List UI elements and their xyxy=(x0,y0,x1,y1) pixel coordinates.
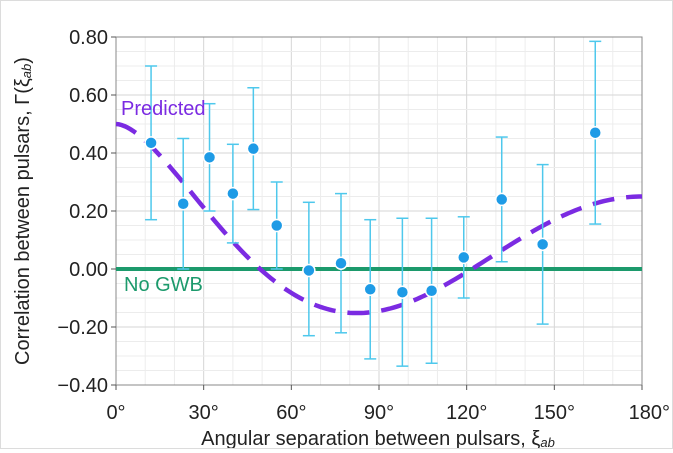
legend-no-gwb-label: No GWB xyxy=(124,274,203,296)
data-point xyxy=(202,150,217,165)
x-tick-label: 90° xyxy=(364,402,394,424)
x-tick-label: 180° xyxy=(629,402,670,424)
series-labels: Predicted No GWB xyxy=(121,98,206,296)
data-point xyxy=(302,263,316,278)
y-tick-label: 0.40 xyxy=(69,143,108,165)
data-point xyxy=(395,285,410,299)
series-predicted-curve xyxy=(115,121,643,316)
series-group xyxy=(115,40,643,367)
data-point xyxy=(588,125,602,140)
y-tick-label: −0.40 xyxy=(57,375,108,397)
y-axis-title-main: Correlation between pulsars, Γ(ξ xyxy=(12,78,34,365)
x-axis: 0° 30° 60° 90° 120° 150° 180° xyxy=(106,385,670,424)
data-point xyxy=(144,136,158,150)
data-point xyxy=(363,282,377,297)
x-tick-label: 0° xyxy=(106,402,125,424)
data-point xyxy=(334,256,348,270)
y-tick-label: 0.20 xyxy=(69,201,108,223)
x-axis-title-sub: ab xyxy=(540,435,554,448)
y-axis-title: Correlation between pulsars, Γ(ξab) xyxy=(12,57,34,365)
data-point xyxy=(456,250,471,265)
y-tick-label: −0.20 xyxy=(57,317,108,339)
data-point xyxy=(535,237,550,252)
data-point xyxy=(246,141,261,156)
x-axis-title: Angular separation between pulsars, ξab xyxy=(201,428,555,448)
data-point xyxy=(269,218,284,233)
y-tick-label: 0.80 xyxy=(69,27,108,49)
legend-predicted-label: Predicted xyxy=(121,98,206,120)
x-tick-label: 60° xyxy=(276,402,306,424)
y-axis: −0.40 −0.20 0.00 0.20 0.40 0.60 0.80 xyxy=(57,27,116,397)
data-point xyxy=(494,192,509,207)
x-axis-title-main: Angular separation between pulsars, ξ xyxy=(201,428,540,448)
data-point xyxy=(176,197,190,211)
x-tick-label: 150° xyxy=(534,402,575,424)
y-axis-title-suffix: ) xyxy=(12,57,34,64)
x-tick-label: 120° xyxy=(446,402,487,424)
data-point xyxy=(226,186,240,201)
y-tick-label: 0.60 xyxy=(69,85,108,107)
data-point xyxy=(424,284,439,298)
y-axis-title-sub: ab xyxy=(19,64,34,78)
y-tick-label: 0.00 xyxy=(69,259,108,281)
x-tick-label: 30° xyxy=(189,402,219,424)
